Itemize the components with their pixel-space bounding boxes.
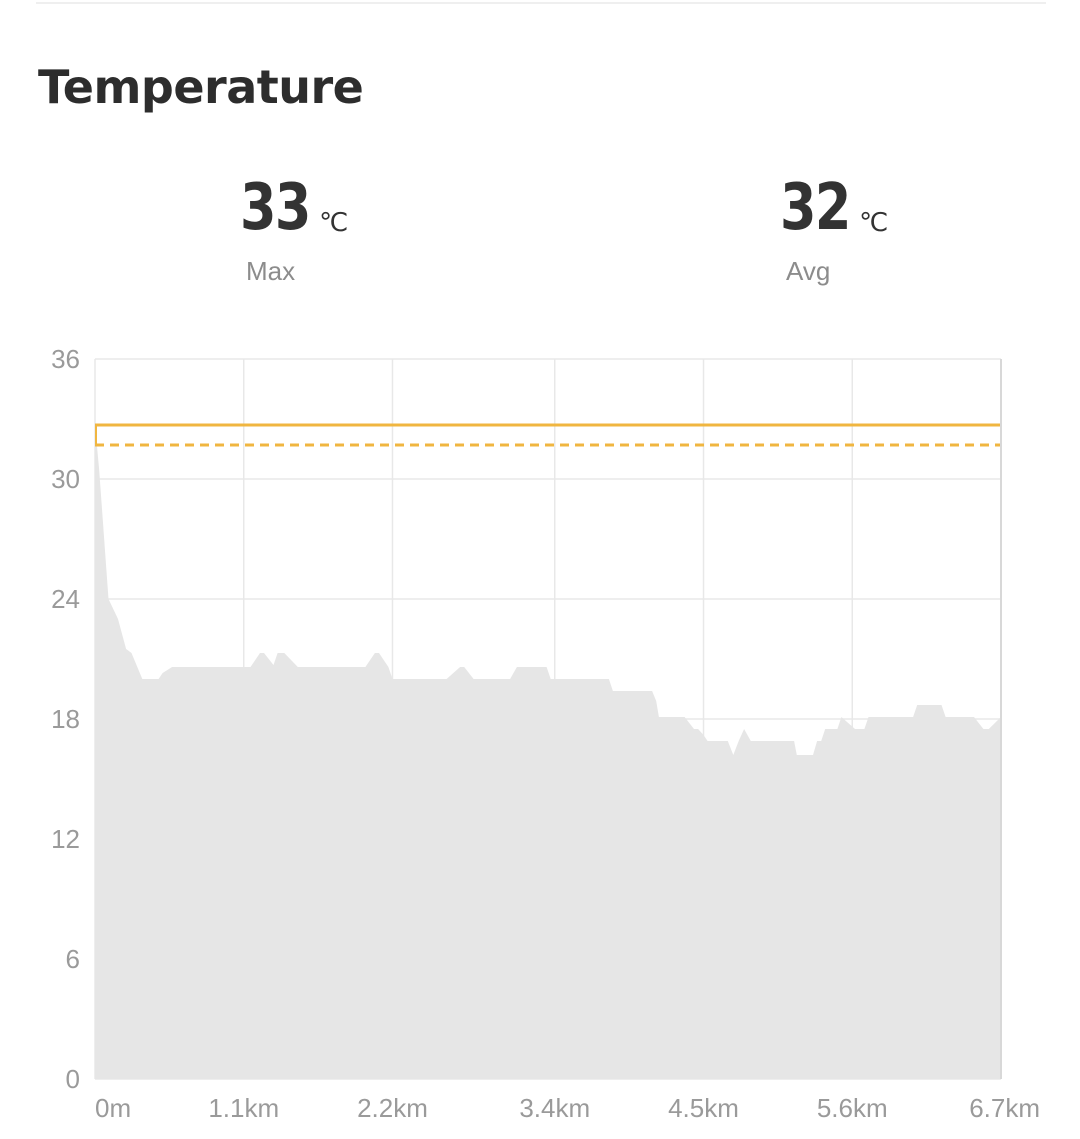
stat-max-unit: ℃ <box>319 208 349 238</box>
y-tick-label-0: 0 <box>66 1064 80 1094</box>
stat-max: 33 ℃ Max <box>240 168 460 287</box>
stat-max-value: 33 <box>240 171 311 245</box>
y-tick-label-18: 18 <box>51 704 80 734</box>
temperature-area-series-0 <box>95 425 1001 1079</box>
y-tick-label-30: 30 <box>51 464 80 494</box>
x-tick-label-0: 0m <box>95 1093 131 1123</box>
tick-labels-layer: 0 6 12 18 24 30 36 0m 1.1km 2.2km 3.4km 4.5km 5.6km 6… <box>51 344 1040 1123</box>
y-tick-label-6: 6 <box>66 944 80 974</box>
y-tick-label-36: 36 <box>51 344 80 374</box>
stat-avg-label: Avg <box>786 256 831 286</box>
stat-avg-value: 32 <box>780 171 851 245</box>
x-tick-label-1: 1.1km <box>208 1093 279 1123</box>
x-tick-label-2: 2.2km <box>357 1093 428 1123</box>
stat-max-label: Max <box>246 256 296 286</box>
temperature-chart: 0 6 12 18 24 30 36 0m 1.1km 2.2km 3.4km 4.5km 5.6km 6… <box>51 344 1040 1123</box>
top-divider <box>36 2 1046 4</box>
stat-max-value-row: 33 ℃ <box>240 168 460 240</box>
stat-avg-value-row: 32 ℃ <box>780 168 1000 240</box>
stat-avg: 32 ℃ Avg <box>780 168 1000 287</box>
x-tick-label-6: 6.7km <box>969 1093 1040 1123</box>
x-tick-label-3: 3.4km <box>519 1093 590 1123</box>
stat-avg-unit: ℃ <box>859 208 889 238</box>
x-tick-label-4: 4.5km <box>668 1093 739 1123</box>
x-tick-label-5: 5.6km <box>817 1093 888 1123</box>
reference-lines-layer <box>95 359 1002 1079</box>
area-layer <box>95 425 1001 1079</box>
y-tick-label-24: 24 <box>51 584 80 614</box>
y-tick-label-12: 12 <box>51 824 80 854</box>
section-title: Temperature <box>38 60 364 114</box>
